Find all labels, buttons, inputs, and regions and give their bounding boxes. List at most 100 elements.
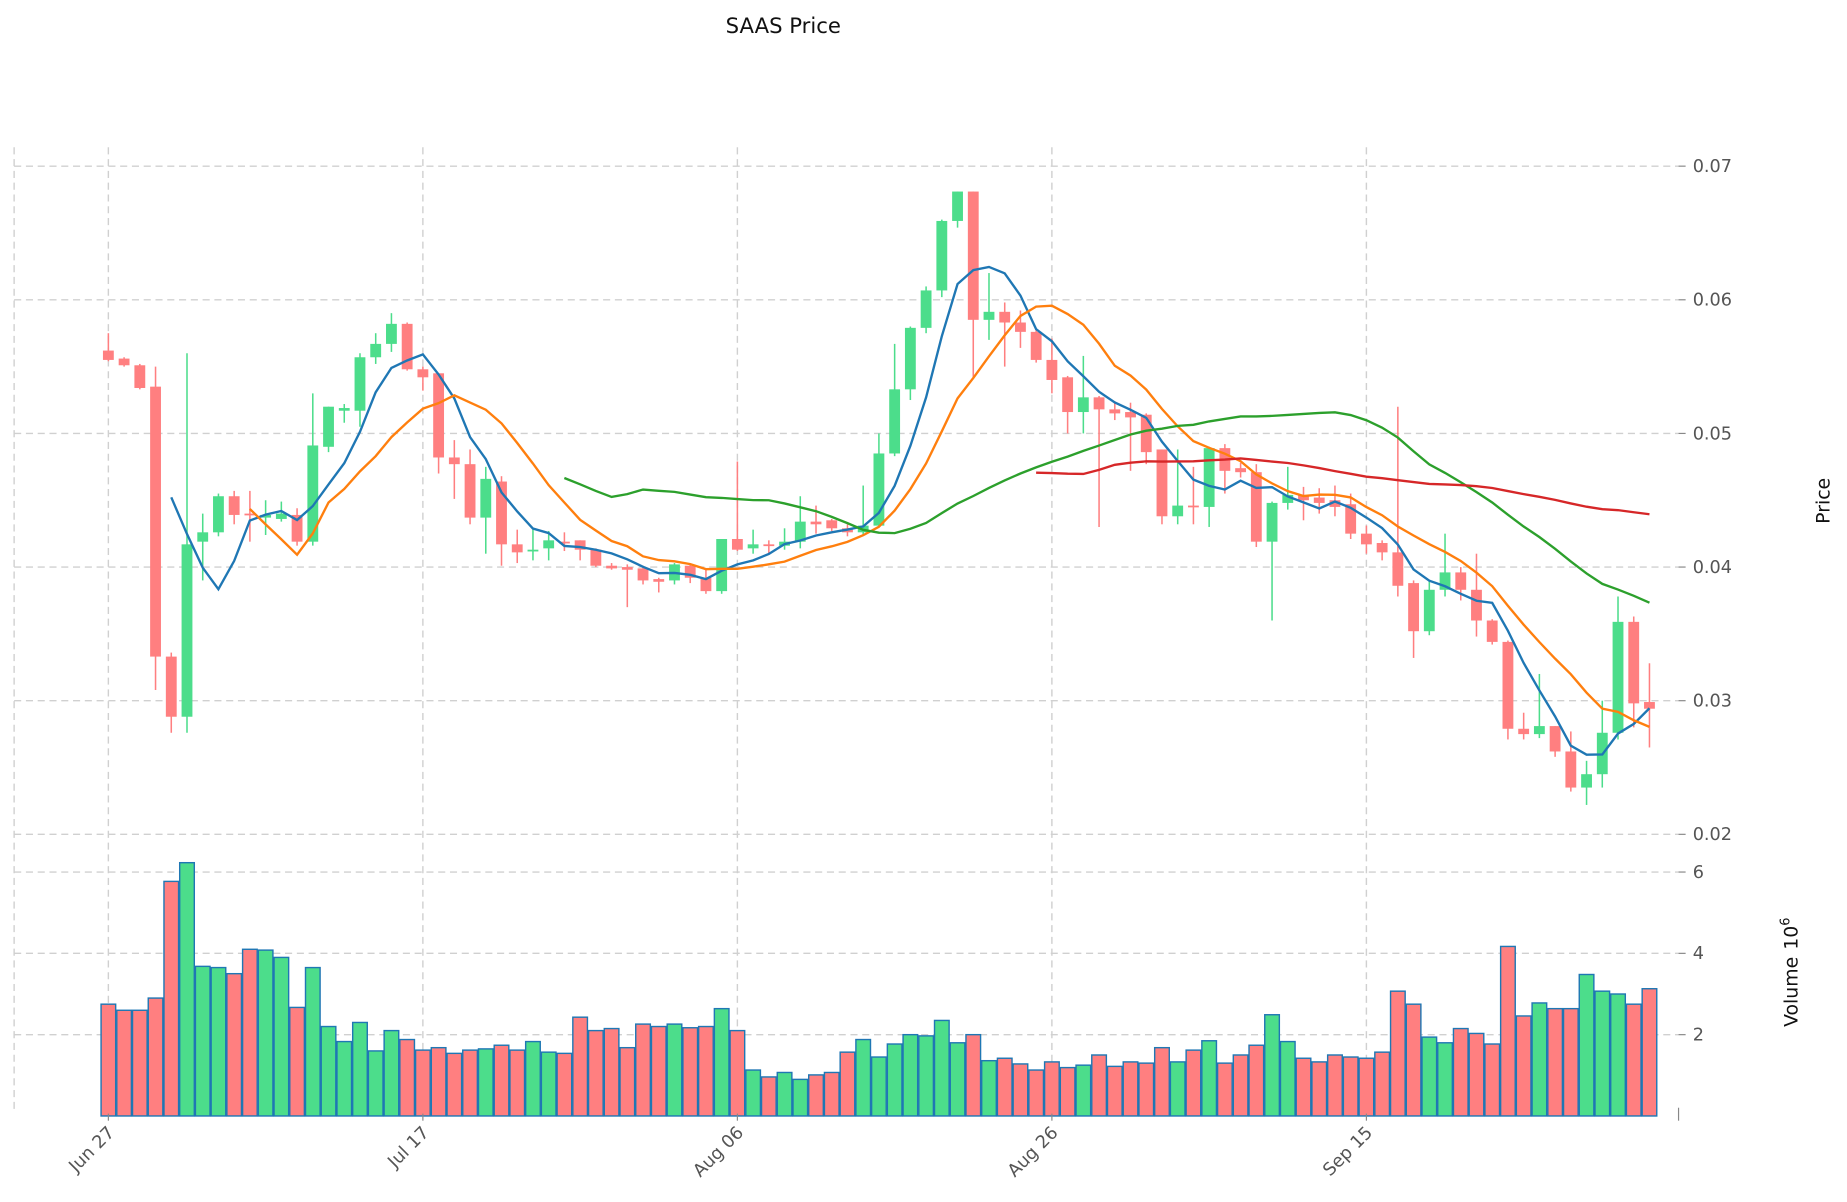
candle-body — [291, 514, 303, 542]
candle-body — [260, 514, 272, 518]
candle-body — [1077, 397, 1089, 413]
volume-bar — [1264, 1014, 1281, 1117]
volume-bar — [509, 1049, 526, 1117]
volume-bar — [1075, 1064, 1092, 1117]
volume-bar — [241, 948, 258, 1117]
candle-body — [480, 478, 492, 518]
x-tick-label: Jul 17 — [384, 1123, 434, 1173]
candle-body — [228, 496, 240, 515]
price-tick-label: 0.02 — [1693, 825, 1732, 845]
volume-bar — [1138, 1062, 1155, 1117]
candle-body — [1581, 774, 1592, 788]
candle-body — [606, 565, 618, 569]
volume-bar — [1012, 1063, 1029, 1117]
candle-body — [1471, 589, 1482, 621]
ma30-line — [563, 411, 1650, 604]
volume-bar — [367, 1050, 384, 1117]
volume-bar — [131, 1009, 148, 1117]
candle-body — [118, 358, 130, 366]
volume-bar — [1437, 1042, 1454, 1117]
candle-body — [684, 565, 696, 578]
volume-bar — [1499, 945, 1516, 1117]
candle-body — [967, 191, 979, 320]
candle-body — [1486, 620, 1498, 642]
candle-body — [448, 457, 460, 465]
volume-bar — [1059, 1066, 1076, 1117]
candle-body — [983, 311, 995, 320]
volume-bar — [1452, 1027, 1469, 1117]
volume-bar — [635, 1023, 652, 1117]
volume-bar — [1091, 1054, 1108, 1117]
volume-bar — [273, 956, 290, 1117]
price-tick-label: 0.06 — [1693, 291, 1732, 311]
candle-body — [386, 323, 397, 344]
volume-bar — [980, 1059, 998, 1117]
volume-bar — [1358, 1057, 1375, 1117]
candle-body — [370, 343, 382, 358]
volume-bar — [383, 1029, 400, 1117]
volume-bar — [1043, 1061, 1060, 1117]
volume-bar — [178, 861, 196, 1117]
volume-bar — [524, 1040, 541, 1117]
volume-bar — [855, 1038, 872, 1117]
candle-body — [590, 549, 602, 566]
candle-body — [511, 544, 523, 553]
candle-body — [873, 453, 885, 526]
candle-body — [999, 311, 1011, 323]
candle-body — [165, 656, 177, 717]
price-tick-label: 0.04 — [1693, 558, 1732, 578]
volume-bar — [257, 949, 274, 1117]
volume-bar — [1153, 1046, 1170, 1117]
volume-bar — [493, 1044, 510, 1117]
volume-bar — [226, 972, 243, 1117]
volume-bar — [1547, 1007, 1564, 1117]
candle-body — [731, 538, 743, 550]
volume-bar — [194, 965, 211, 1117]
candle-body — [1093, 397, 1105, 410]
volume-bar — [1248, 1044, 1265, 1117]
volume-bar — [1468, 1032, 1485, 1117]
candle-body — [1392, 552, 1404, 586]
volume-bar — [729, 1029, 746, 1117]
volume-bar — [351, 1021, 368, 1117]
candle-body — [323, 406, 334, 447]
candle-body — [401, 323, 413, 370]
candle-body — [275, 513, 287, 519]
volume-bar — [1216, 1062, 1233, 1117]
price-tick-label: 0.07 — [1693, 157, 1732, 177]
candle-body — [1376, 543, 1388, 553]
ma10-line — [249, 304, 1650, 728]
volume-bar — [1185, 1049, 1202, 1117]
candle-body — [1156, 449, 1168, 517]
candle-body — [1109, 409, 1121, 414]
volume-bar — [965, 1033, 982, 1117]
volume-bar — [1609, 993, 1627, 1117]
candle-body — [197, 532, 209, 542]
volume-bar — [1342, 1056, 1359, 1117]
candle-body — [433, 373, 445, 458]
candle-body — [621, 567, 633, 570]
svg-text:Volume106: Volume 106 — [1778, 917, 1802, 1026]
candle-body — [1188, 505, 1199, 508]
candle-body — [102, 350, 114, 360]
candle-body — [1408, 583, 1419, 632]
candle-body — [1549, 726, 1561, 752]
candle-body — [1030, 331, 1042, 360]
volume-bar — [556, 1052, 573, 1117]
volume-bar — [760, 1076, 777, 1117]
volume-bar — [572, 1016, 589, 1117]
candle-body — [1455, 572, 1467, 590]
volume-bar — [870, 1056, 887, 1117]
candle-body — [1345, 504, 1357, 534]
candle-body — [763, 544, 775, 547]
volume-bar — [1562, 1007, 1579, 1117]
candle-body — [1533, 726, 1545, 735]
candle-body — [1313, 497, 1325, 503]
volume-tick-label: 6 — [1693, 863, 1704, 883]
candle-body — [558, 541, 570, 544]
volume-bar — [918, 1035, 935, 1117]
ma60-line — [1036, 457, 1650, 516]
volume-bar — [823, 1071, 840, 1117]
volume-bar — [996, 1057, 1013, 1117]
